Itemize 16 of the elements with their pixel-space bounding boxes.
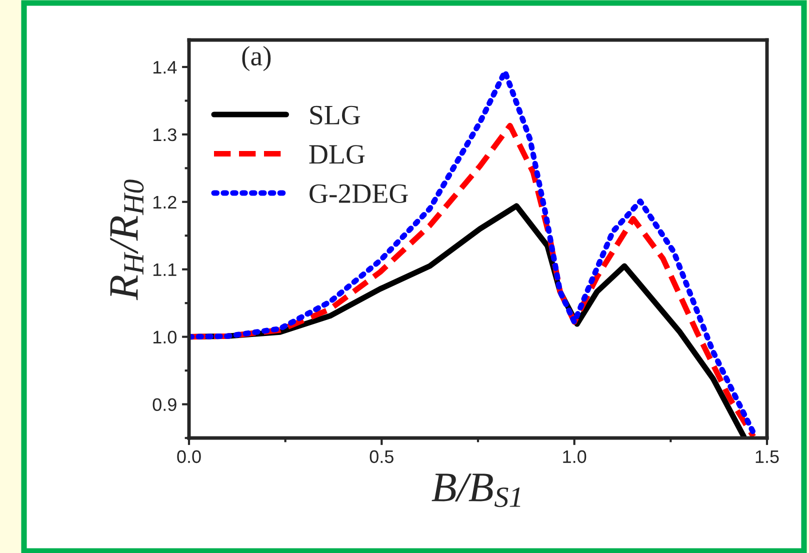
x-tick-label: 1.0 (563, 450, 586, 464)
x-tick-label: 0.0 (177, 450, 201, 464)
x-tick-label: 0.5 (370, 450, 394, 464)
y-axis-title: R$_{H}$/R$_{H0}$ (110, 180, 144, 300)
legend-label: SLG (310, 106, 360, 125)
x-tick-label: 1.5 (756, 450, 779, 464)
legend-label: G-2DEG (310, 184, 408, 204)
annotation: (a) (242, 46, 271, 72)
y-tick-label: 1.1 (153, 263, 176, 276)
y-tick-label: 0.9 (152, 398, 176, 411)
y-tick-label: 1.3 (153, 128, 176, 142)
x-axis-title: B/B$_{S1}$ (432, 474, 520, 508)
y-tick-label: 1.4 (153, 61, 177, 74)
y-tick-label: 1.0 (153, 330, 176, 344)
legend-label: DLG (309, 145, 365, 164)
y-tick-label: 1.2 (153, 196, 176, 208)
